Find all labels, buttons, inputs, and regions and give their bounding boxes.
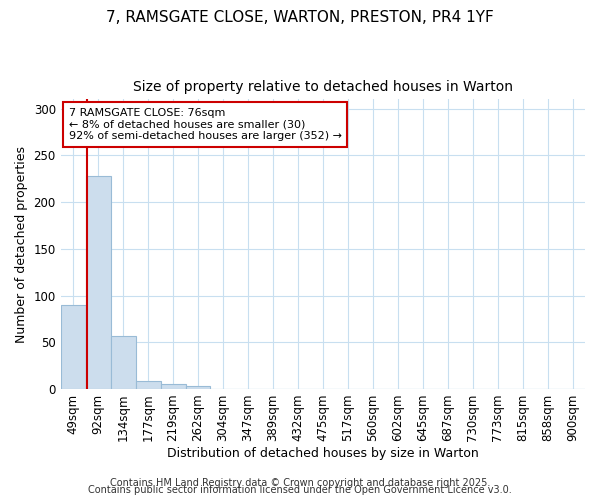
Text: Contains HM Land Registry data © Crown copyright and database right 2025.: Contains HM Land Registry data © Crown c… xyxy=(110,478,490,488)
Bar xyxy=(61,305,86,389)
Bar xyxy=(161,384,185,389)
Title: Size of property relative to detached houses in Warton: Size of property relative to detached ho… xyxy=(133,80,513,94)
X-axis label: Distribution of detached houses by size in Warton: Distribution of detached houses by size … xyxy=(167,447,479,460)
Bar xyxy=(86,176,110,389)
Text: 7, RAMSGATE CLOSE, WARTON, PRESTON, PR4 1YF: 7, RAMSGATE CLOSE, WARTON, PRESTON, PR4 … xyxy=(106,10,494,25)
Bar xyxy=(185,386,211,389)
Bar xyxy=(110,336,136,389)
Text: Contains public sector information licensed under the Open Government Licence v3: Contains public sector information licen… xyxy=(88,485,512,495)
Y-axis label: Number of detached properties: Number of detached properties xyxy=(15,146,28,342)
Text: 7 RAMSGATE CLOSE: 76sqm
← 8% of detached houses are smaller (30)
92% of semi-det: 7 RAMSGATE CLOSE: 76sqm ← 8% of detached… xyxy=(68,108,341,141)
Bar xyxy=(136,382,161,389)
